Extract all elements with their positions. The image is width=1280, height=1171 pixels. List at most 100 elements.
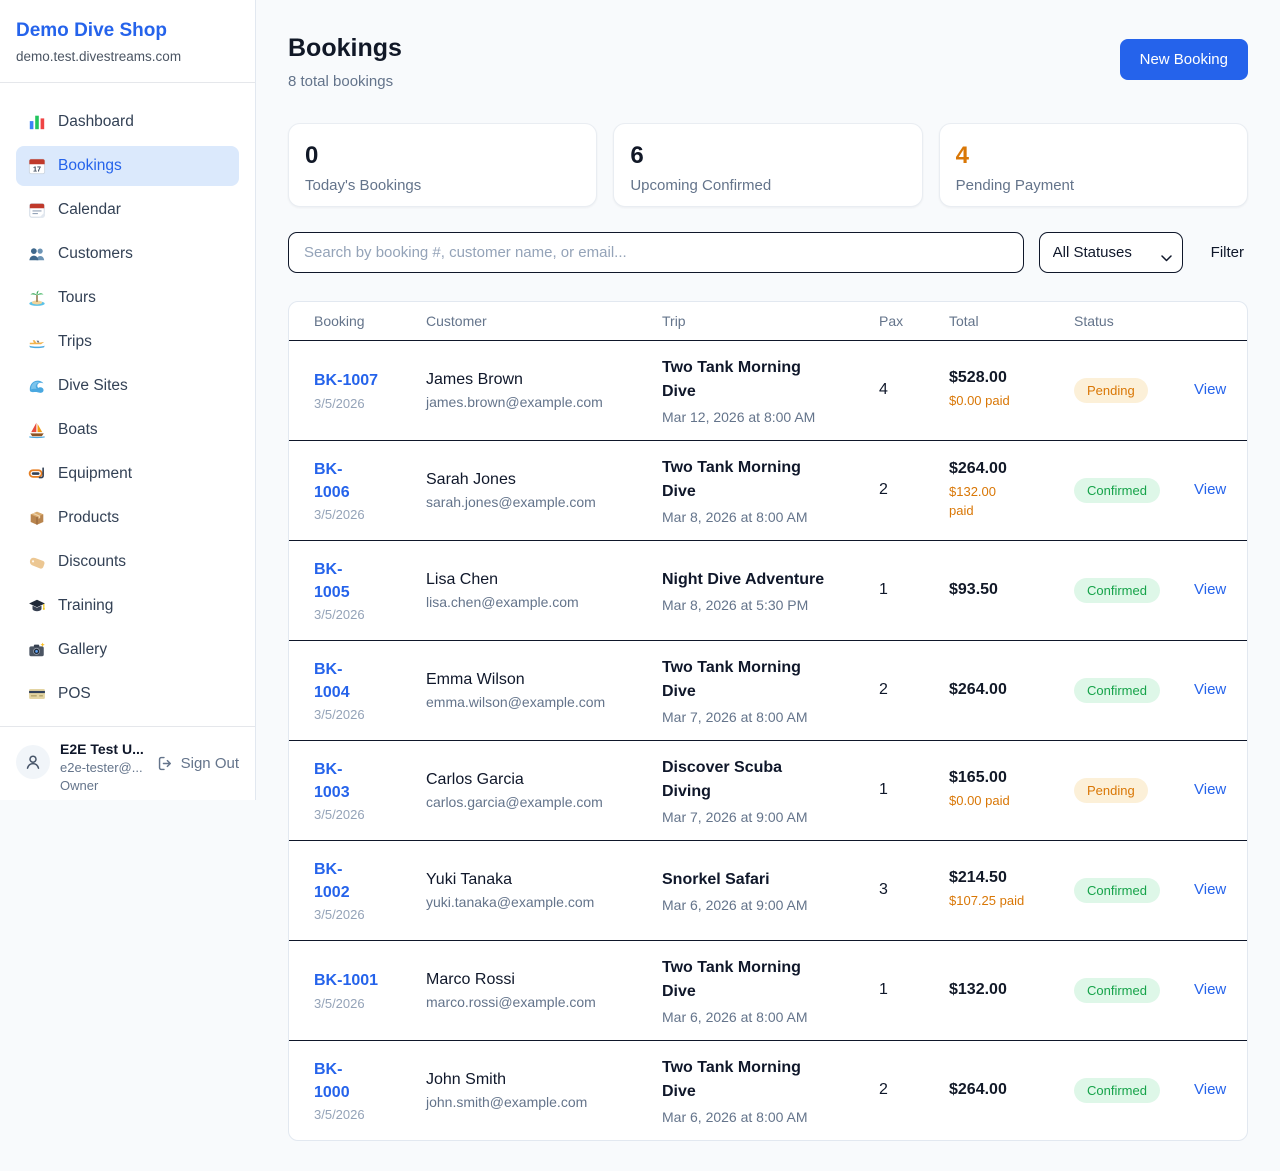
sidebar-item-tours[interactable]: Tours bbox=[16, 278, 239, 318]
status-badge: Confirmed bbox=[1074, 477, 1160, 503]
booking-date: 3/5/2026 bbox=[314, 507, 365, 523]
brand-title[interactable]: Demo Dive Shop bbox=[16, 20, 167, 41]
trip-datetime: Mar 8, 2026 at 5:30 PM bbox=[662, 596, 809, 613]
status-badge: Confirmed bbox=[1074, 677, 1160, 703]
sign-out-label: Sign Out bbox=[180, 755, 239, 772]
trip-name: Two Tank Morning Dive bbox=[662, 658, 801, 700]
status-badge: Confirmed bbox=[1074, 1077, 1160, 1103]
sidebar-item-label: Dashboard bbox=[58, 113, 134, 130]
customer-name: Emma Wilson bbox=[426, 670, 525, 688]
filter-button[interactable]: Filter bbox=[1210, 244, 1244, 261]
sidebar-item-customers[interactable]: Customers bbox=[16, 234, 239, 274]
trip-name: Two Tank Morning Dive bbox=[662, 458, 801, 500]
user-role: Owner bbox=[60, 778, 99, 793]
sidebar-item-dashboard[interactable]: Dashboard bbox=[16, 102, 239, 142]
view-link[interactable]: View bbox=[1194, 381, 1227, 398]
sidebar-item-label: Gallery bbox=[58, 641, 108, 658]
page-title: Bookings bbox=[288, 34, 402, 62]
sidebar-item-trips[interactable]: Trips bbox=[16, 322, 239, 362]
tag-icon bbox=[28, 553, 46, 571]
sidebar-item-label: Training bbox=[58, 597, 114, 614]
sidebar-item-gallery[interactable]: Gallery bbox=[16, 630, 239, 670]
status-select-wrap: All Statuses bbox=[1038, 232, 1183, 273]
booking-number-link[interactable]: BK- 1003 bbox=[314, 760, 350, 801]
graduation-cap-icon bbox=[28, 597, 46, 615]
sidebar-item-dive-sites[interactable]: Dive Sites bbox=[16, 366, 239, 406]
stat-card-upcoming-confirmed: 6 Upcoming Confirmed bbox=[613, 123, 923, 207]
stat-label: Today's Bookings bbox=[305, 177, 422, 195]
credit-card-icon bbox=[28, 685, 46, 703]
table-row: BK-1007 3/5/2026 James Brown james.brown@e… bbox=[289, 340, 1247, 441]
customer-name: Marco Rossi bbox=[426, 970, 515, 988]
stat-card-pending-payment: 4 Pending Payment bbox=[938, 123, 1248, 207]
column-header-status: Status bbox=[1074, 302, 1194, 341]
sidebar-item-discounts[interactable]: Discounts bbox=[16, 542, 239, 582]
trip-name: Snorkel Safari bbox=[662, 870, 770, 888]
booking-number-link[interactable]: BK- 1005 bbox=[314, 560, 350, 601]
paid-amount: $0.00 paid bbox=[949, 393, 1010, 409]
table-row: BK- 1004 3/5/2026 Emma Wilson emma.wilson@… bbox=[289, 640, 1247, 741]
stat-value: 4 bbox=[955, 142, 970, 169]
total-amount: $528.00 bbox=[949, 369, 1007, 387]
sidebar-item-label: Equipment bbox=[58, 465, 133, 482]
column-header-pax: Pax bbox=[879, 302, 949, 341]
table-row: BK- 1005 3/5/2026 Lisa Chen lisa.chen@exam… bbox=[289, 540, 1247, 641]
trip-datetime: Mar 12, 2026 at 8:00 AM bbox=[662, 408, 816, 425]
stats-row: 0 Today's Bookings 6 Upcoming Confirmed … bbox=[288, 123, 1248, 207]
user-texts: E2E Test U... e2e-tester@... Owner bbox=[60, 741, 144, 793]
wave-icon bbox=[28, 377, 46, 395]
view-link[interactable]: View bbox=[1194, 1081, 1227, 1099]
sidebar-nav: Dashboard 17 Bookings Calendar Customers… bbox=[0, 83, 255, 726]
booking-number-link[interactable]: BK- 1002 bbox=[314, 860, 350, 901]
booking-number-link[interactable]: BK- 1006 bbox=[314, 460, 350, 501]
sidebar-item-pos[interactable]: POS bbox=[16, 674, 239, 714]
booking-number-link[interactable]: BK- 1000 bbox=[314, 1061, 350, 1102]
customer-email: john.smith@example.com bbox=[426, 1093, 588, 1110]
customer-email: james.brown@example.com bbox=[426, 393, 603, 410]
total-amount: $132.00 bbox=[949, 981, 1007, 998]
view-link[interactable]: View bbox=[1194, 981, 1227, 998]
sidebar-item-bookings[interactable]: 17 Bookings bbox=[16, 146, 239, 186]
logout-icon bbox=[157, 755, 174, 772]
column-header-total: Total bbox=[949, 302, 1074, 341]
status-select[interactable]: All Statuses bbox=[1038, 232, 1183, 273]
view-link[interactable]: View bbox=[1194, 581, 1227, 598]
sidebar-item-training[interactable]: Training bbox=[16, 586, 239, 626]
package-icon bbox=[28, 509, 46, 527]
customer-email: sarah.jones@example.com bbox=[426, 493, 596, 510]
trip-datetime: Mar 6, 2026 at 9:00 AM bbox=[662, 896, 808, 913]
booking-date: 3/5/2026 bbox=[314, 1107, 365, 1123]
sidebar-item-products[interactable]: Products bbox=[16, 498, 239, 538]
sidebar-item-calendar[interactable]: Calendar bbox=[16, 190, 239, 230]
trip-datetime: Mar 7, 2026 at 9:00 AM bbox=[662, 808, 808, 825]
page-header: Bookings 8 total bookings New Booking bbox=[288, 34, 1248, 90]
sign-out-button[interactable]: Sign Out bbox=[157, 755, 239, 772]
booking-date: 3/5/2026 bbox=[314, 995, 365, 1011]
column-header-booking: Booking bbox=[289, 302, 426, 341]
sailboat-icon bbox=[28, 421, 46, 439]
trip-name: Discover Scuba Diving bbox=[662, 758, 783, 800]
trip-name: Two Tank Morning Dive bbox=[662, 358, 801, 400]
user-email: e2e-tester@... bbox=[60, 760, 143, 775]
new-booking-button[interactable]: New Booking bbox=[1119, 39, 1248, 80]
customer-name: James Brown bbox=[426, 370, 523, 388]
sidebar: Demo Dive Shop demo.test.divestreams.com… bbox=[0, 0, 256, 800]
stat-value: 6 bbox=[630, 142, 644, 169]
status-badge: Confirmed bbox=[1074, 977, 1160, 1003]
tear-off-calendar-icon bbox=[28, 201, 46, 219]
sidebar-item-equipment[interactable]: Equipment bbox=[16, 454, 239, 494]
sidebar-item-boats[interactable]: Boats bbox=[16, 410, 239, 450]
booking-number-link[interactable]: BK-1001 bbox=[314, 972, 379, 990]
booking-date: 3/5/2026 bbox=[314, 707, 365, 723]
column-header-customer: Customer bbox=[426, 302, 662, 341]
table-row: BK- 1006 3/5/2026 Sarah Jones sarah.jones@… bbox=[289, 440, 1247, 541]
booking-number-link[interactable]: BK-1007 bbox=[314, 372, 379, 390]
view-link[interactable]: View bbox=[1194, 481, 1227, 498]
view-link[interactable]: View bbox=[1194, 681, 1227, 698]
booking-number-link[interactable]: BK- 1004 bbox=[314, 660, 350, 701]
search-input[interactable] bbox=[288, 232, 1024, 273]
diving-mask-icon bbox=[28, 465, 46, 483]
customer-name: Yuki Tanaka bbox=[426, 870, 512, 888]
view-link[interactable]: View bbox=[1194, 781, 1227, 798]
view-link[interactable]: View bbox=[1194, 881, 1227, 898]
